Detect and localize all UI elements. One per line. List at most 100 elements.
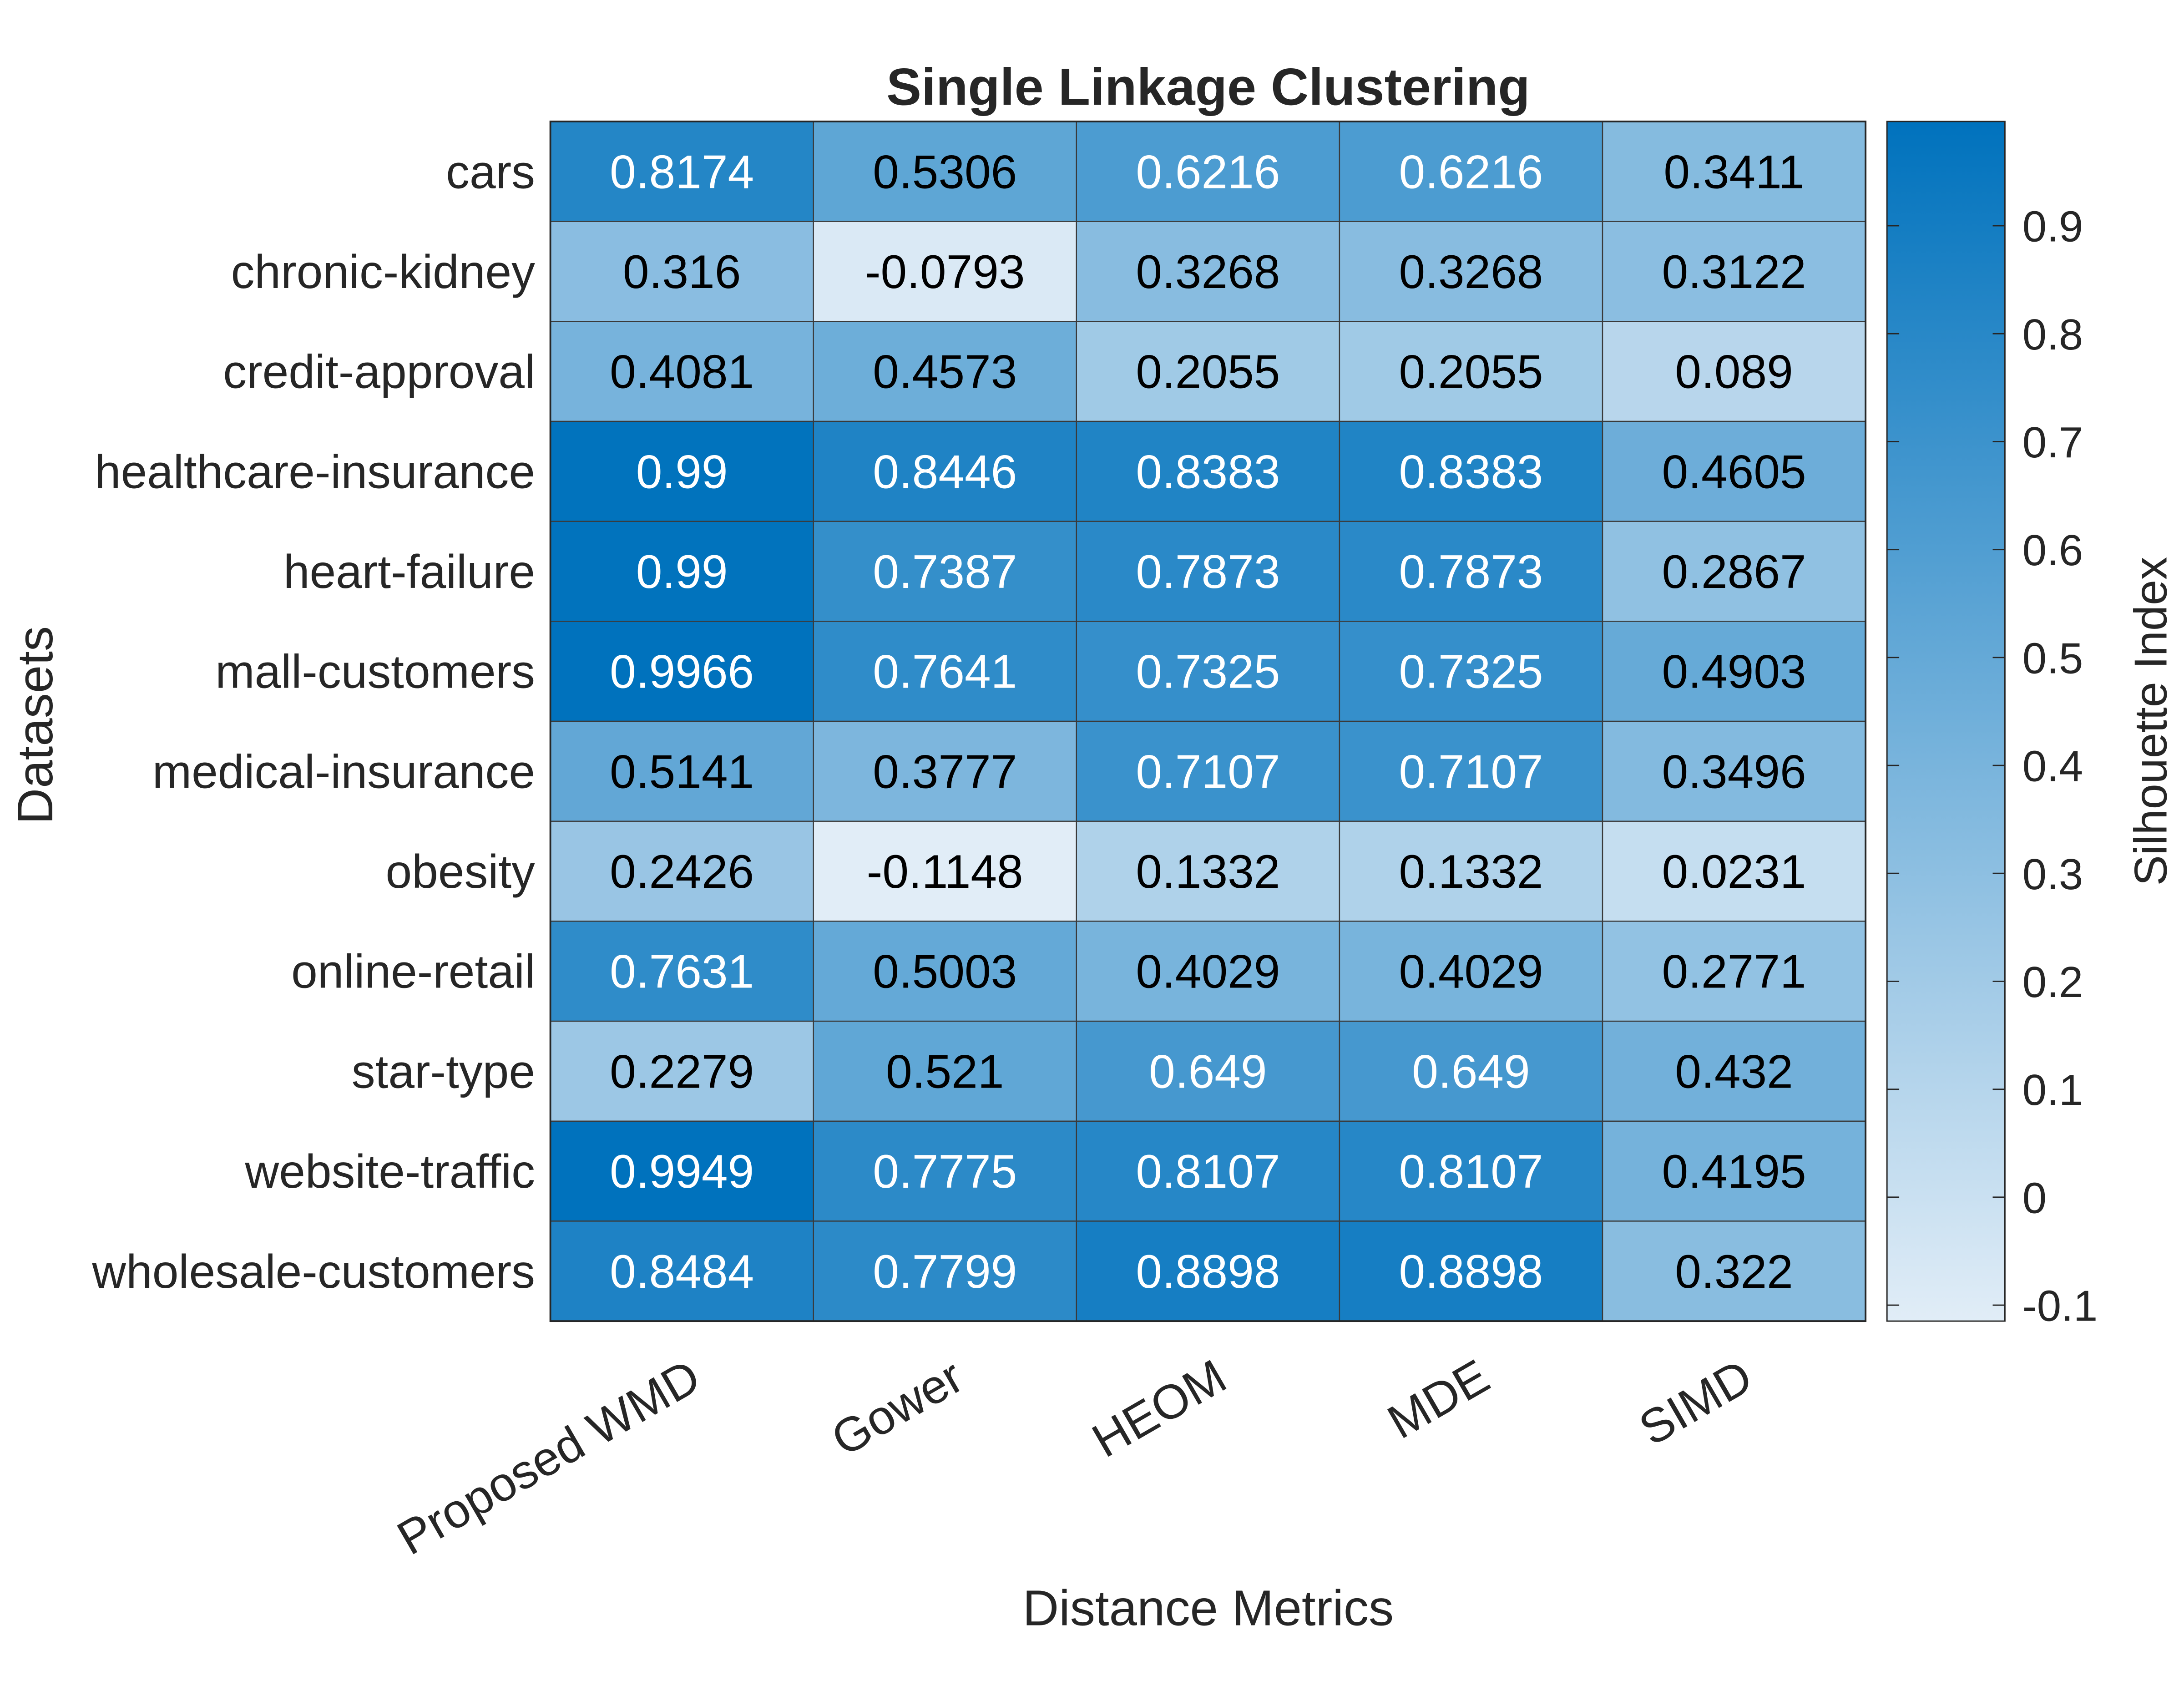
heatmap-cell bbox=[1076, 321, 1340, 422]
y-tick-label: star-type bbox=[352, 1045, 535, 1098]
cell-value-label: 0.5306 bbox=[873, 145, 1017, 198]
heatmap-cell bbox=[1339, 420, 1603, 522]
heatmap-cell bbox=[1602, 521, 1866, 622]
heatmap-cell bbox=[550, 1020, 814, 1122]
cell-value-label: 0.1332 bbox=[1136, 845, 1280, 898]
heatmap-cell bbox=[1076, 1120, 1340, 1222]
heatmap-cell bbox=[1339, 121, 1603, 222]
x-tick-label: HEOM bbox=[1083, 1349, 1235, 1468]
y-tick-label: credit-approval bbox=[223, 345, 535, 398]
colorbar-tick-label: 0.1 bbox=[2022, 1066, 2083, 1114]
cell-value-label: 0.5141 bbox=[610, 745, 754, 798]
chart-title: Single Linkage Clustering bbox=[886, 58, 1530, 116]
cell-value-label: 0.8898 bbox=[1399, 1245, 1543, 1298]
colorbar-tick-label: -0.1 bbox=[2022, 1282, 2098, 1331]
cell-value-label: 0.7387 bbox=[873, 545, 1017, 598]
heatmap-cell bbox=[550, 121, 814, 222]
heatmap-cell bbox=[813, 121, 1077, 222]
cell-value-label: 0.4195 bbox=[1662, 1145, 1806, 1198]
colorbar: -0.1 0 0.1 0.2 0.3 0.4 0.5 0.6 0.7 0.8 0.9 Silhoue… bbox=[1886, 121, 2177, 1331]
heatmap-cell bbox=[813, 1020, 1077, 1122]
heatmap-cell bbox=[1602, 420, 1866, 522]
x-tick-label: SIMD bbox=[1630, 1349, 1761, 1456]
heatmap-cell bbox=[1602, 121, 1866, 222]
heatmap-cell bbox=[1602, 321, 1866, 422]
cell-value-label: -0.0793 bbox=[865, 245, 1025, 298]
cell-value-label: 0.3777 bbox=[873, 745, 1017, 798]
y-tick-label: obesity bbox=[386, 845, 536, 898]
cell-value-label: 0.5003 bbox=[873, 945, 1017, 998]
heatmap-cell bbox=[1076, 921, 1340, 1022]
cell-value-label: 0.7799 bbox=[873, 1245, 1017, 1298]
heatmap-cell bbox=[1076, 521, 1340, 622]
cell-value-label: 0.7873 bbox=[1399, 545, 1543, 598]
cell-value-label: 0.9966 bbox=[610, 645, 754, 698]
cell-value-label: 0.8107 bbox=[1399, 1145, 1543, 1198]
colorbar-label: Silhouette Index bbox=[2126, 557, 2177, 886]
heatmap-cell bbox=[1602, 921, 1866, 1022]
cell-value-label: 0.8446 bbox=[873, 445, 1017, 498]
heatmap-cell bbox=[1076, 420, 1340, 522]
cell-value-label: 0.089 bbox=[1675, 345, 1793, 398]
heatmap-cell bbox=[550, 1220, 814, 1322]
cell-value-label: 0.6216 bbox=[1136, 145, 1280, 198]
cell-value-label: 0.7775 bbox=[873, 1145, 1017, 1198]
cell-value-label: 0.2279 bbox=[610, 1045, 754, 1098]
y-tick-label: wholesale-customers bbox=[91, 1245, 535, 1298]
cell-value-label: 0.8484 bbox=[610, 1245, 754, 1298]
y-tick-label: heart-failure bbox=[283, 545, 535, 598]
cell-value-label: 0.0231 bbox=[1662, 845, 1806, 898]
y-tick-labels: cars chronic-kidney credit-approval healthc… bbox=[91, 145, 535, 1297]
cell-value-label: 0.3268 bbox=[1136, 245, 1280, 298]
heatmap-cell bbox=[1339, 1220, 1603, 1322]
heatmap-cell bbox=[1339, 1120, 1603, 1222]
cell-value-label: 0.2055 bbox=[1136, 345, 1280, 398]
y-tick-label: healthcare-insurance bbox=[95, 445, 535, 498]
y-tick-label: cars bbox=[446, 145, 535, 198]
heatmap-cell bbox=[1602, 1020, 1866, 1122]
heatmap-cell bbox=[1339, 820, 1603, 922]
heatmap-cell bbox=[550, 1120, 814, 1222]
heatmap-cell bbox=[1339, 1020, 1603, 1122]
colorbar-tick-label: 0.9 bbox=[2022, 203, 2083, 251]
cell-value-label: -0.1148 bbox=[867, 845, 1023, 898]
heatmap-cell bbox=[1602, 221, 1866, 322]
cell-value-label: 0.4573 bbox=[873, 345, 1017, 398]
heatmap-cell bbox=[1076, 1020, 1340, 1122]
colorbar-tick-label: 0.8 bbox=[2022, 310, 2083, 359]
cell-value-label: 0.649 bbox=[1412, 1045, 1530, 1098]
heatmap-cell bbox=[1076, 221, 1340, 322]
colorbar-gradient bbox=[1886, 121, 2006, 1322]
x-tick-label: Gower bbox=[823, 1349, 972, 1467]
cell-value-label: 0.6216 bbox=[1399, 145, 1543, 198]
colorbar-tick-label: 0.4 bbox=[2022, 742, 2083, 791]
cell-value-label: 0.3411 bbox=[1663, 145, 1804, 198]
heatmap-cell bbox=[550, 720, 814, 822]
heatmap-cell bbox=[813, 820, 1077, 922]
heatmap-cell bbox=[1602, 1120, 1866, 1222]
cell-value-label: 0.2426 bbox=[610, 845, 754, 898]
cell-value-label: 0.4081 bbox=[610, 345, 754, 398]
x-tick-labels: Proposed WMD Gower HEOM MDE SIMD bbox=[389, 1349, 1761, 1565]
cell-value-label: 0.7325 bbox=[1399, 645, 1543, 698]
heatmap-cell bbox=[1076, 621, 1340, 722]
cell-value-label: 0.8107 bbox=[1136, 1145, 1280, 1198]
cell-value-label: 0.2867 bbox=[1662, 545, 1806, 598]
cell-value-label: 0.432 bbox=[1675, 1045, 1793, 1098]
heatmap-cell bbox=[813, 621, 1077, 722]
cell-value-label: 0.4605 bbox=[1662, 445, 1806, 498]
cell-value-label: 0.2771 bbox=[1662, 945, 1806, 998]
heatmap-cell bbox=[1076, 820, 1340, 922]
y-axis-label: Datasets bbox=[7, 626, 63, 825]
cell-value-label: 0.4903 bbox=[1662, 645, 1806, 698]
cell-value-label: 0.7107 bbox=[1136, 745, 1280, 798]
cell-value-label: 0.7873 bbox=[1136, 545, 1280, 598]
cell-value-label: 0.9949 bbox=[610, 1145, 754, 1198]
cell-value-label: 0.8383 bbox=[1399, 445, 1543, 498]
heatmap-cell bbox=[1339, 321, 1603, 422]
heatmap-cell bbox=[813, 1220, 1077, 1322]
cell-value-label: 0.1332 bbox=[1399, 845, 1543, 898]
heatmap-cell bbox=[550, 221, 814, 322]
x-tick-label: Proposed WMD bbox=[389, 1349, 709, 1565]
